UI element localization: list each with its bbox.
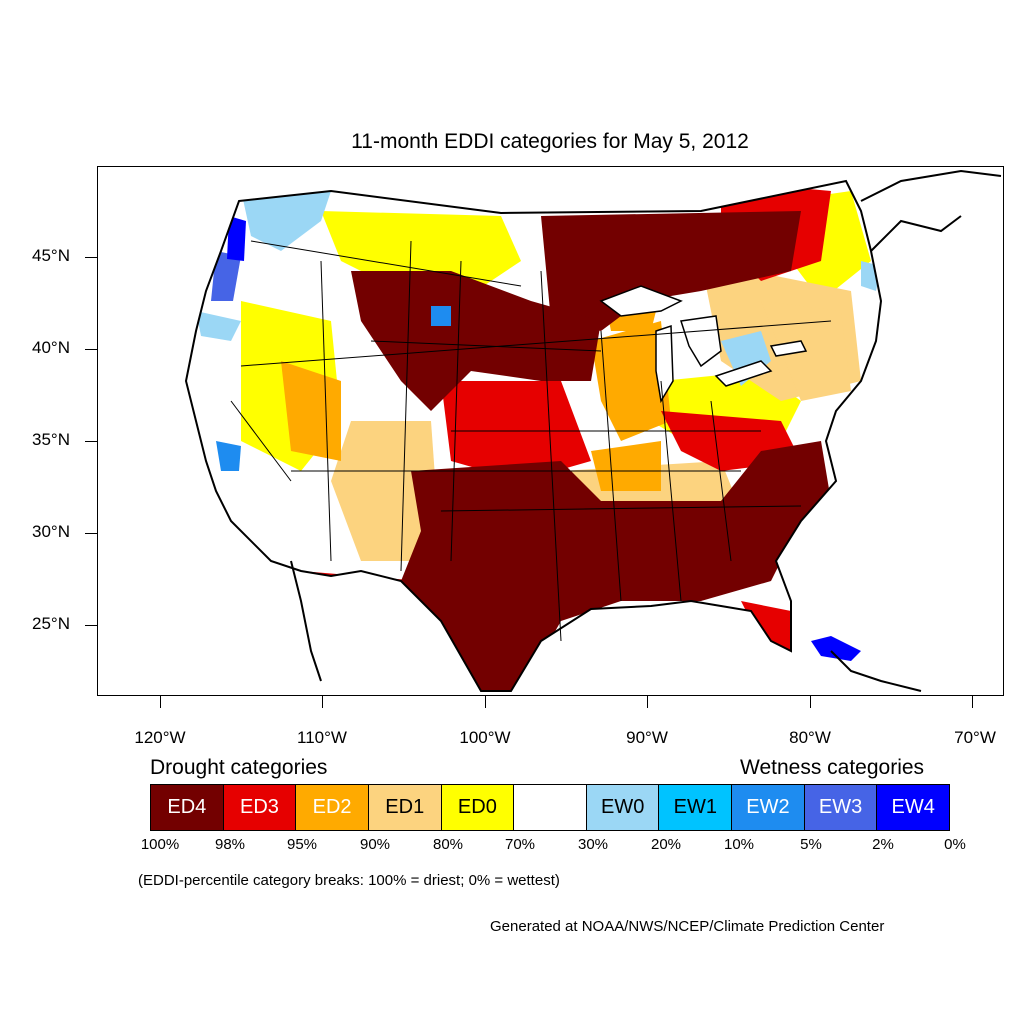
break-label: 90%	[359, 836, 391, 853]
break-label: 100%	[140, 836, 180, 853]
lon-label-80: 80°W	[789, 728, 831, 747]
break-label: 2%	[872, 836, 894, 853]
lon-label-100: 100°W	[459, 728, 511, 747]
break-label: 10%	[723, 836, 755, 853]
map-panel	[97, 166, 1004, 696]
lat-tick	[85, 349, 97, 350]
legend-bar: ED4 ED3 ED2 ED1 ED0 EW0 EW1 EW2 EW3 EW4	[150, 784, 950, 831]
legend-neutral	[514, 785, 587, 830]
lat-label-30: 30°N	[32, 522, 70, 541]
legend-ed1: ED1	[368, 785, 442, 830]
legend-label: EW2	[746, 796, 790, 818]
lat-label-45: 45°N	[32, 246, 70, 265]
legend-label: ED1	[385, 796, 425, 818]
lat-tick	[85, 441, 97, 442]
eddi-map	[184, 169, 1002, 692]
lon-tick	[810, 696, 811, 708]
lat-label-35: 35°N	[32, 430, 70, 449]
break-label: 20%	[650, 836, 682, 853]
lon-label-120: 120°W	[134, 728, 186, 747]
legend-ew1: EW1	[659, 785, 733, 830]
legend-label: ED0	[457, 796, 497, 818]
break-label: 80%	[432, 836, 464, 853]
legend-label: EW4	[891, 796, 935, 818]
legend-ew2: EW2	[732, 785, 805, 830]
legend-ed0: ED0	[441, 785, 515, 830]
break-label: 0%	[944, 836, 966, 853]
lon-tick	[647, 696, 648, 708]
lat-tick	[85, 533, 97, 534]
lat-tick	[85, 257, 97, 258]
legend-ew4: EW4	[877, 785, 950, 830]
break-label: 30%	[577, 836, 609, 853]
lon-tick	[485, 696, 486, 708]
lon-label-90: 90°W	[626, 728, 668, 747]
legend-label: ED3	[240, 796, 279, 818]
lon-label-110: 110°W	[297, 728, 347, 747]
break-label: 98%	[214, 836, 246, 853]
map-title: 11-month EDDI categories for May 5, 2012	[351, 130, 749, 153]
break-label: 70%	[504, 836, 536, 853]
lon-tick	[160, 696, 161, 708]
legend-ed4: ED4	[151, 785, 224, 830]
lat-tick	[85, 625, 97, 626]
legend-label: EW1	[673, 796, 717, 818]
break-label: 5%	[800, 836, 822, 853]
drought-heading: Drought categories	[150, 756, 328, 779]
credit-text: Generated at NOAA/NWS/NCEP/Climate Predi…	[490, 918, 885, 935]
legend-label: ED2	[312, 796, 352, 818]
legend-ew0: EW0	[586, 785, 660, 830]
category-note: (EDDI-percentile category breaks: 100% =…	[138, 872, 560, 889]
wetness-heading: Wetness categories	[740, 756, 925, 779]
lon-tick	[322, 696, 323, 708]
legend-ed3: ED3	[223, 785, 297, 830]
lat-label-40: 40°N	[32, 338, 70, 357]
lon-label-70: 70°W	[954, 728, 996, 747]
legend-label: EW0	[600, 796, 645, 818]
legend-label: EW3	[818, 796, 863, 818]
break-label: 95%	[286, 836, 318, 853]
lon-tick	[972, 696, 973, 708]
legend-ed2: ED2	[296, 785, 369, 830]
lat-label-25: 25°N	[32, 614, 70, 633]
legend-label: ED4	[167, 796, 207, 818]
legend-ew3: EW3	[804, 785, 878, 830]
